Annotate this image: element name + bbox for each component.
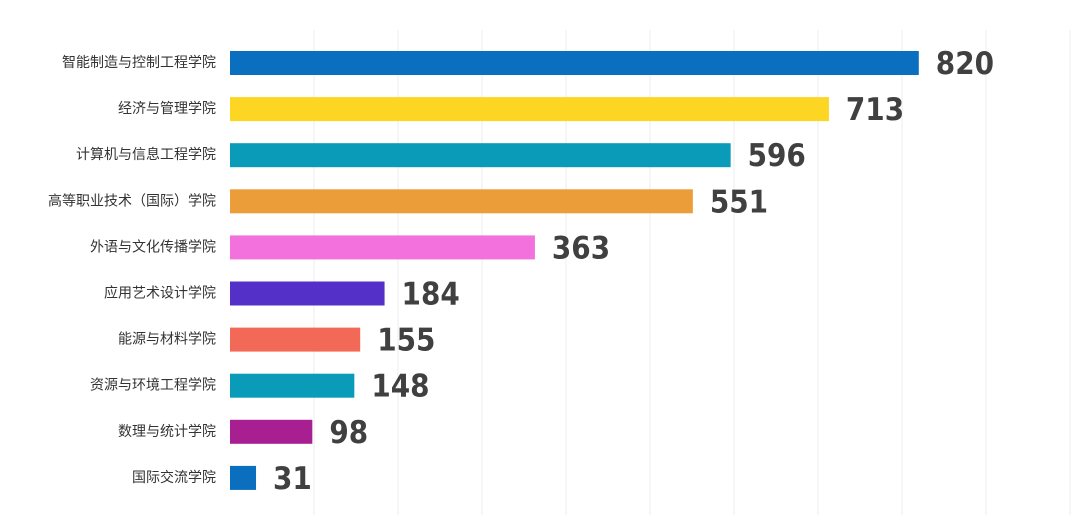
bar [230,51,919,75]
bar [230,143,731,168]
category-label: 经济与管理学院 [118,101,216,117]
value-label: 596 [748,138,806,174]
category-label: 智能制造与控制工程学院 [62,55,216,71]
category-label: 数理与统计学院 [118,424,216,440]
bar [230,419,313,444]
value-label: 713 [846,92,904,128]
value-label: 363 [552,230,610,266]
category-label: 计算机与信息工程学院 [76,146,216,163]
category-label: 应用艺术设计学院 [104,285,216,302]
category-label: 高等职业技术（国际）学院 [48,192,216,209]
value-label: 148 [371,369,429,405]
value-label: 98 [329,415,368,451]
value-label: 31 [273,461,312,497]
value-label: 184 [402,277,460,313]
bar [230,97,829,122]
bar [230,189,693,214]
bars [230,51,919,490]
value-label: 820 [936,46,994,82]
category-label: 资源与环境工程学院 [90,378,216,394]
bar [230,373,355,398]
bar [230,327,361,352]
value-label: 155 [377,323,435,359]
bar [230,281,385,306]
bar [230,235,535,260]
category-labels: 智能制造与控制工程学院经济与管理学院计算机与信息工程学院高等职业技术（国际）学院… [48,55,216,486]
category-label: 能源与材料学院 [118,332,216,348]
category-label: 外语与文化传播学院 [90,239,216,255]
value-label: 551 [710,184,768,220]
category-label: 国际交流学院 [132,469,216,486]
bar [230,465,257,490]
